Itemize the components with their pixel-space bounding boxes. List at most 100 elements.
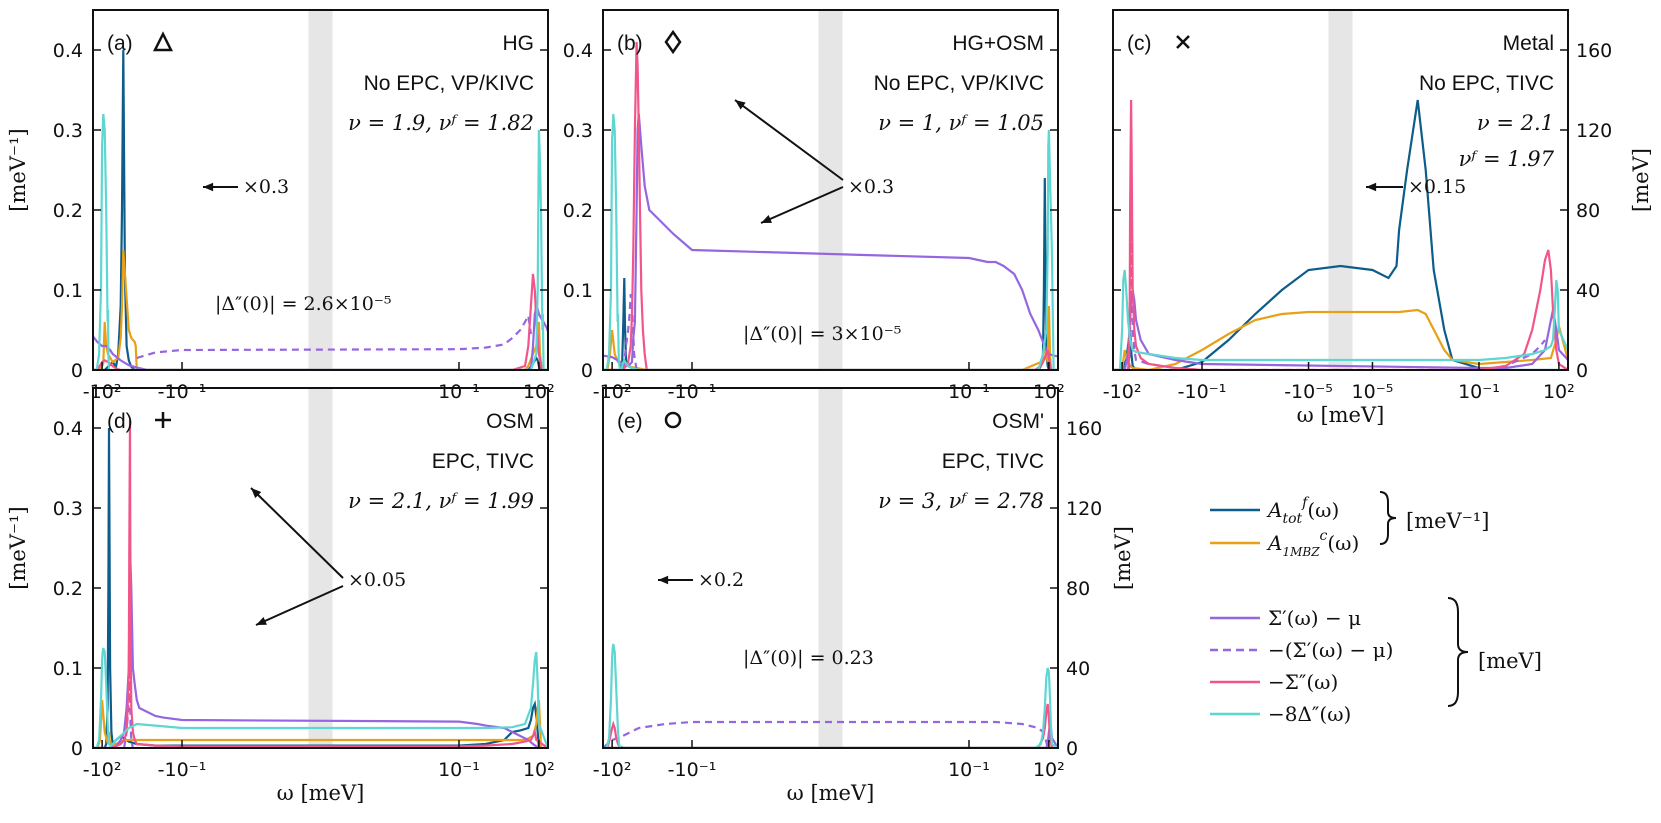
annotation-gap: |Δ″(0)| = 3×10⁻⁵ bbox=[743, 323, 901, 345]
series-neg_8_Delta_double_prime bbox=[93, 647, 548, 748]
series-neg_Sigma_prime_minus_mu bbox=[136, 312, 532, 360]
annotation-scale: ×0.15 bbox=[1408, 176, 1466, 198]
xtick-label: -10⁻¹ bbox=[1178, 381, 1227, 403]
panel-label: (e) bbox=[617, 410, 643, 433]
ytick-label: 0.2 bbox=[53, 200, 83, 222]
ytick-label: 0.2 bbox=[53, 578, 83, 600]
xtick-label: -10² bbox=[83, 759, 122, 781]
y-axis-label: [meV⁻¹] bbox=[6, 506, 30, 589]
ytick-label: 40 bbox=[1576, 280, 1600, 302]
series-A_1MBZ^c bbox=[603, 305, 1058, 370]
series-A_tot^f bbox=[1113, 99, 1568, 370]
series-neg_Sigma_double_prime bbox=[93, 419, 548, 748]
xtick-label: 10² bbox=[1543, 381, 1575, 403]
legend: Atotf(ω) A1MBZc(ω) [meV⁻¹] Σ′(ω) − μ −(Σ… bbox=[1210, 491, 1542, 726]
ytick-label: 0.1 bbox=[53, 280, 83, 302]
annotation-scale: ×0.05 bbox=[348, 569, 406, 591]
annotation-arrowhead bbox=[735, 100, 746, 110]
legend-label-sigma-prime: Σ′(ω) − μ bbox=[1268, 606, 1361, 630]
model-label: EPC, TIVC bbox=[432, 450, 534, 473]
axes-frame bbox=[92, 387, 549, 749]
annotation-arrowhead bbox=[761, 215, 772, 223]
series-neg_8_Delta_double_prime bbox=[603, 643, 1058, 748]
ytick-label: 0 bbox=[71, 360, 83, 382]
xtick-label: -10⁻¹ bbox=[668, 381, 717, 403]
legend-label-sigma-dprime: −Σ″(ω) bbox=[1268, 670, 1338, 694]
legend-label-a-1mbz: A1MBZc(ω) bbox=[1266, 528, 1359, 559]
filling-label: ν = 1, νᶠ = 1.05 bbox=[878, 111, 1044, 135]
annotation-arrowhead bbox=[256, 616, 267, 625]
xtick-label: 10⁻⁵ bbox=[1352, 381, 1394, 403]
ytick-label: 160 bbox=[1066, 418, 1102, 440]
panel-label: (c) bbox=[1127, 32, 1152, 55]
ytick-label: 0.4 bbox=[53, 418, 83, 440]
xtick-label: 10⁻¹ bbox=[948, 381, 990, 403]
xtick-label: -10⁻¹ bbox=[158, 759, 207, 781]
panel-label: (d) bbox=[107, 410, 133, 433]
gap-band bbox=[1328, 10, 1353, 370]
ytick-label: 0.2 bbox=[563, 200, 593, 222]
y2-axis-label: [meV] bbox=[1629, 148, 1653, 212]
marker-triangle-icon bbox=[152, 31, 174, 52]
model-label: EPC, TIVC bbox=[942, 450, 1044, 473]
legend-brace-1 bbox=[1379, 491, 1397, 545]
annotation-arrow bbox=[250, 487, 344, 579]
marker-circle-icon bbox=[664, 411, 682, 429]
xtick-label: 10⁻¹ bbox=[438, 381, 480, 403]
ytick-label: 120 bbox=[1576, 120, 1612, 142]
x-axis-label: ω [meV] bbox=[277, 781, 365, 805]
series-neg_8_Delta_double_prime bbox=[1113, 269, 1568, 370]
y-axis-label: [meV⁻¹] bbox=[6, 128, 30, 211]
ytick-label: 0.1 bbox=[563, 280, 593, 302]
legend-unit-2: [meV] bbox=[1478, 649, 1542, 673]
panel-label: (b) bbox=[617, 32, 643, 55]
series-neg_8_Delta_double_prime bbox=[93, 113, 548, 370]
series-Sigma_prime_minus_mu bbox=[93, 305, 548, 370]
phase-label: OSM' bbox=[992, 410, 1044, 433]
legend-label-neg-sigma-prime: −(Σ′(ω) − μ) bbox=[1268, 638, 1393, 662]
ytick-label: 160 bbox=[1576, 40, 1612, 62]
xtick-label: 10⁻¹ bbox=[438, 759, 480, 781]
annotation-scale: ×0.3 bbox=[243, 176, 289, 198]
legend-label-a-tot: Atotf(ω) bbox=[1266, 495, 1339, 527]
x-axis-label: ω [meV] bbox=[787, 781, 875, 805]
ytick-label: 80 bbox=[1576, 200, 1600, 222]
gap-band bbox=[308, 10, 333, 370]
xtick-label: 10² bbox=[1033, 759, 1065, 781]
annotation-arrow bbox=[255, 585, 344, 626]
panel-label: (a) bbox=[107, 32, 133, 55]
panel-c: 0 40 80 120 160 -10² -10⁻¹ -10⁻⁵ 10⁻⁵ 10⁻¹ 10² ω [m… bbox=[1103, 9, 1653, 427]
ytick-label: 40 bbox=[1066, 658, 1090, 680]
model-label: No EPC, TIVC bbox=[1419, 72, 1554, 95]
ytick-label: 0.3 bbox=[53, 498, 83, 520]
legend-label-delta: −8Δ″(ω) bbox=[1268, 702, 1351, 726]
xtick-label: 10² bbox=[1033, 381, 1065, 403]
model-label: No EPC, VP/KIVC bbox=[874, 72, 1044, 95]
annotation-gap: |Δ″(0)| = 2.6×10⁻⁵ bbox=[215, 293, 392, 315]
ytick-label: 80 bbox=[1066, 578, 1090, 600]
xtick-label: -10² bbox=[1103, 381, 1142, 403]
gap-band bbox=[818, 388, 843, 748]
annotation-arrowhead bbox=[251, 488, 262, 499]
series-Sigma_prime_minus_mu bbox=[93, 547, 548, 748]
axes-frame bbox=[1112, 9, 1569, 371]
filling-label: ν = 2.1, νᶠ = 1.99 bbox=[348, 489, 534, 513]
annotation-gap: |Δ″(0)| = 0.23 bbox=[743, 647, 874, 669]
filling-label: ν = 1.9, νᶠ = 1.82 bbox=[348, 111, 534, 135]
series-neg_Sigma_prime_minus_mu bbox=[621, 293, 638, 370]
xtick-label: 10⁻¹ bbox=[1458, 381, 1500, 403]
annotation-arrowhead bbox=[1366, 182, 1377, 192]
filling-label-2: νᶠ = 1.97 bbox=[1459, 147, 1555, 171]
gap-band bbox=[818, 10, 843, 370]
axes-frame bbox=[602, 9, 1059, 371]
panel-d: 0 0.1 0.2 0.3 0.4 -10² -10⁻¹ 10⁻¹ 10² ω [meV] [meV… bbox=[6, 387, 555, 805]
xtick-label: -10² bbox=[83, 381, 122, 403]
series-neg_Sigma_prime_minus_mu bbox=[123, 667, 134, 748]
annotation-scale: ×0.3 bbox=[848, 176, 894, 198]
x-axis-label: ω [meV] bbox=[1297, 403, 1385, 427]
gap-band bbox=[308, 388, 333, 748]
series-A_1MBZ^c bbox=[1113, 308, 1568, 370]
axes-frame bbox=[602, 387, 1059, 749]
series-neg_8_Delta_double_prime bbox=[603, 113, 1058, 370]
